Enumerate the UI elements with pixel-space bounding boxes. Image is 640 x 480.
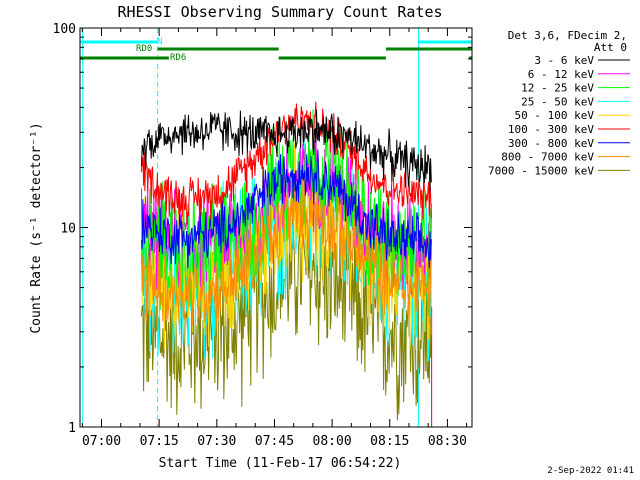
x-tick-label: 07:00 [82,434,121,449]
legend-entry-label: 800 - 7000 keV [501,151,594,164]
footer-timestamp: 2-Sep-2022 01:41 [547,466,634,476]
legend-entry-label: 12 - 25 keV [521,82,594,95]
legend-entry-label: 7000 - 15000 keV [488,164,594,177]
series-trace [141,149,432,269]
legend-entry-label: 100 - 300 keV [508,123,594,136]
y-tick-label: 100 [53,22,76,37]
y-tick-label: 10 [60,222,76,237]
x-tick-label: 08:30 [428,434,467,449]
flag-bars: N RD0 RD6 [80,37,472,63]
y-axis-label: Count Rate (s⁻¹ detector⁻¹) [29,122,44,333]
flag-label: RD0 [136,44,152,54]
legend-header: Att 0 [594,41,627,54]
flag-label: RD6 [170,53,186,63]
x-axis-label: Start Time (11-Feb-17 06:54:22) [159,456,402,471]
series-group [141,101,432,421]
series-trace [141,109,432,192]
legend-entry-label: 25 - 50 keV [521,95,594,108]
legend-header: Det 3,6, FDecim 2, [508,29,627,42]
x-tick-label: 08:15 [370,434,409,449]
x-tick-label: 08:00 [313,434,352,449]
x-axis: 07:00 07:15 07:30 07:45 08:00 08:15 08:30 [81,28,468,449]
series-trace [141,166,432,335]
x-tick-label: 07:30 [197,434,236,449]
y-axis: 1 10 100 [53,22,472,436]
series-trace [141,127,432,295]
legend-entry-label: 3 - 6 keV [534,54,594,67]
x-tick-label: 07:15 [140,434,179,449]
legend-entry-label: 50 - 100 keV [515,109,595,122]
x-tick-label: 07:45 [255,434,294,449]
chart-title: RHESSI Observing Summary Count Rates [117,3,442,21]
flag-label: N [157,37,162,47]
y-tick-label: 1 [68,421,76,436]
legend-entry-label: 300 - 800 keV [508,137,594,150]
legend-entry-label: 6 - 12 keV [528,68,595,81]
